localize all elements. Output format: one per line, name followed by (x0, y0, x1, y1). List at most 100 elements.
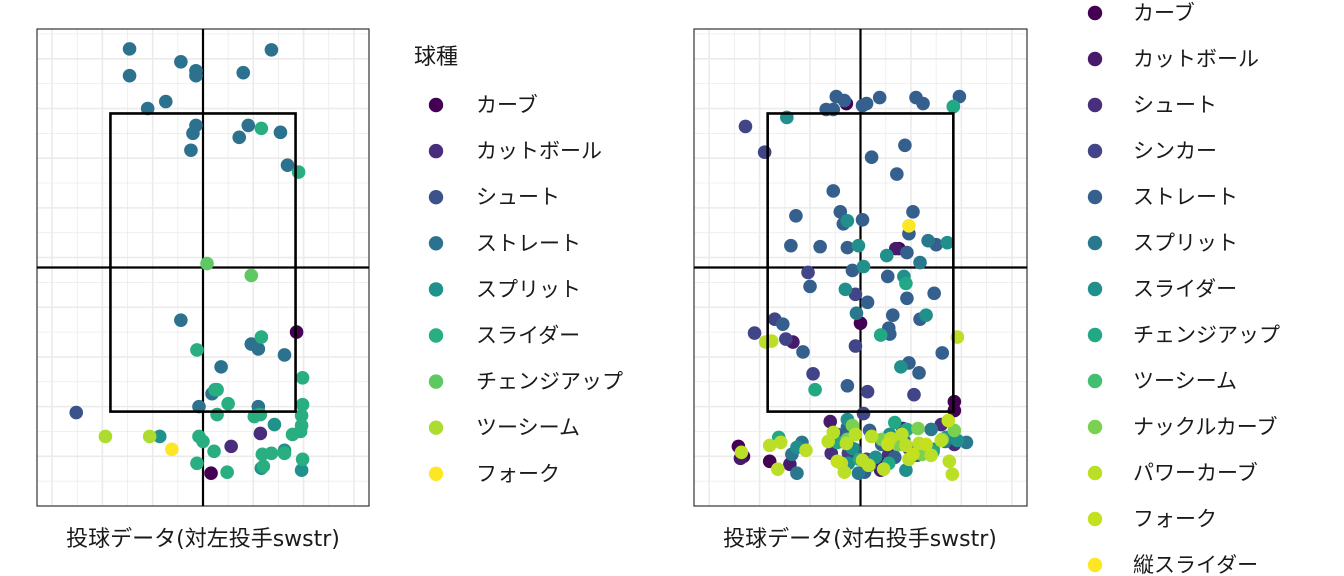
data-point (848, 427, 863, 442)
data-point (848, 287, 863, 302)
data-point (165, 442, 179, 457)
data-point (232, 130, 247, 145)
data-point (872, 90, 887, 105)
data-point (851, 238, 866, 253)
legend-label: チェンジアップ (476, 370, 623, 394)
data-point (880, 269, 895, 284)
data-point (845, 263, 860, 278)
data-point (876, 462, 891, 477)
legend-label: ストレート (1133, 185, 1238, 209)
data-point (913, 255, 927, 270)
legend-label: フォーク (476, 462, 560, 486)
data-point (894, 360, 908, 374)
data-point (823, 414, 838, 429)
plot-panel-left (36, 28, 370, 507)
data-point (277, 348, 292, 362)
data-point (186, 126, 200, 141)
data-point (251, 342, 266, 356)
data-point (947, 423, 962, 438)
data-point (264, 446, 279, 461)
data-point (152, 429, 167, 444)
data-point (184, 143, 198, 158)
data-point (784, 238, 798, 253)
data-point (294, 463, 309, 478)
data-point (224, 439, 238, 454)
data-point (849, 306, 864, 321)
data-point (142, 429, 157, 444)
data-point (895, 427, 909, 442)
legend-label: シンカー (1133, 139, 1217, 163)
data-point (839, 436, 854, 451)
data-point (192, 399, 206, 414)
data-point (174, 54, 188, 69)
data-point (214, 360, 228, 374)
legend-title: 球種 (414, 45, 458, 70)
data-point (98, 429, 113, 444)
data-point (837, 465, 852, 480)
legend-label: フォーク (1133, 507, 1217, 531)
data-point (256, 459, 271, 474)
data-point (190, 343, 204, 357)
data-point (840, 213, 855, 228)
data-point (880, 437, 895, 452)
data-point (861, 458, 876, 473)
data-point (779, 332, 793, 346)
data-point (907, 387, 921, 402)
data-point (885, 308, 900, 323)
data-point (254, 121, 269, 136)
data-point (210, 407, 224, 422)
data-point (935, 346, 950, 360)
data-point (207, 444, 221, 459)
data-point (860, 295, 875, 310)
data-point (826, 184, 841, 198)
data-point (864, 429, 879, 444)
data-point (873, 328, 888, 342)
data-point (295, 371, 310, 385)
data-point (840, 240, 855, 255)
legend-swatch (1087, 557, 1103, 573)
strike-zone (109, 112, 297, 413)
data-point (773, 435, 788, 450)
data-point (879, 248, 894, 263)
data-point (789, 209, 803, 223)
legend-swatch (1087, 189, 1103, 205)
data-point (140, 101, 155, 116)
legend-right: カーブカットボールシュートシンカーストレートスプリットスライダーチェンジアップツ… (1087, 1, 1280, 576)
data-point (924, 422, 938, 437)
legend-label: チェンジアップ (1133, 323, 1280, 347)
legend-label: ツーシーム (476, 416, 580, 440)
legend-swatch (1087, 373, 1103, 389)
data-point (241, 118, 256, 133)
plot-panel-right (693, 28, 1028, 507)
chart-left-pitchers: 投球データ(対左投手swstr) 球種 カーブカットボールシュートストレートスプ… (36, 28, 623, 552)
data-point (916, 96, 930, 111)
data-point (267, 417, 282, 432)
data-point (253, 407, 268, 422)
data-point (757, 145, 772, 160)
legend-swatch (1087, 419, 1103, 435)
legend-swatch (1087, 465, 1103, 481)
legend-label: カーブ (476, 93, 538, 117)
data-point (196, 434, 210, 449)
data-point (859, 96, 874, 111)
data-point (189, 68, 203, 83)
data-point (174, 313, 188, 327)
legend-label: スプリット (1133, 231, 1238, 255)
data-point (808, 382, 822, 397)
legend-label: ストレート (476, 231, 581, 255)
legend-swatch (1087, 5, 1103, 21)
x-axis-label-left: 投球データ(対左投手swstr) (66, 527, 340, 552)
data-point (801, 265, 815, 280)
data-point (776, 317, 790, 331)
data-point (738, 119, 753, 134)
data-point (264, 43, 279, 57)
legend-swatch (428, 143, 444, 159)
data-point (940, 235, 955, 250)
data-point (762, 438, 777, 453)
legend-swatch (1087, 143, 1103, 159)
legend-swatch (1087, 511, 1103, 527)
legend-label: ツーシーム (1133, 369, 1237, 393)
legend-swatch (1087, 51, 1103, 67)
data-point (946, 99, 961, 114)
